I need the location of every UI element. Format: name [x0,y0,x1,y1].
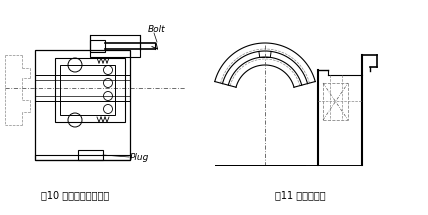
Text: Bolt: Bolt [148,26,166,34]
Text: 图10 使用螺丝拆卸外圈: 图10 使用螺丝拆卸外圈 [41,190,109,200]
Text: 图11 折卸用切口: 图11 折卸用切口 [275,190,325,200]
Text: Plug: Plug [130,154,149,163]
